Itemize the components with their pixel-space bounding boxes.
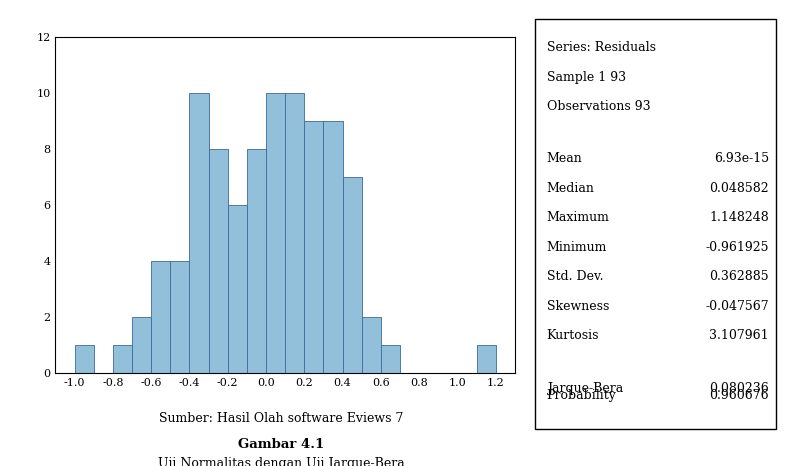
Text: Maximum: Maximum <box>546 212 610 224</box>
Bar <box>228 205 247 373</box>
Text: 0.960676: 0.960676 <box>710 389 769 402</box>
Bar <box>132 317 151 373</box>
Text: Kurtosis: Kurtosis <box>546 329 600 343</box>
Bar <box>381 345 400 373</box>
Bar <box>247 149 266 373</box>
Text: Mean: Mean <box>546 152 582 165</box>
Bar <box>189 93 208 373</box>
Bar <box>304 121 323 373</box>
Text: Gambar 4.1: Gambar 4.1 <box>238 438 324 451</box>
Bar <box>74 345 93 373</box>
Text: 0.048582: 0.048582 <box>710 182 769 195</box>
Bar <box>362 317 381 373</box>
Text: Median: Median <box>546 182 595 195</box>
Bar <box>208 149 228 373</box>
Text: Minimum: Minimum <box>546 241 607 254</box>
Text: Observations 93: Observations 93 <box>546 100 650 113</box>
Text: Series: Residuals: Series: Residuals <box>546 41 656 54</box>
Text: 3.107961: 3.107961 <box>710 329 769 343</box>
Text: Uji Normalitas dengan Uji Jarque-Bera: Uji Normalitas dengan Uji Jarque-Bera <box>158 457 405 466</box>
Text: Jarque-Bera: Jarque-Bera <box>546 382 623 395</box>
Bar <box>477 345 496 373</box>
Bar <box>342 177 362 373</box>
Text: 0.080236: 0.080236 <box>709 382 769 395</box>
Text: Sample 1 93: Sample 1 93 <box>546 71 626 84</box>
Text: 0.362885: 0.362885 <box>710 270 769 283</box>
Bar <box>112 345 132 373</box>
Bar <box>285 93 304 373</box>
Text: -0.961925: -0.961925 <box>706 241 769 254</box>
Text: -0.047567: -0.047567 <box>706 300 769 313</box>
Bar <box>266 93 285 373</box>
Text: Std. Dev.: Std. Dev. <box>546 270 604 283</box>
Text: Sumber: Hasil Olah software Eviews 7: Sumber: Hasil Olah software Eviews 7 <box>159 412 403 425</box>
Text: 1.148248: 1.148248 <box>709 212 769 224</box>
Bar <box>170 261 189 373</box>
Text: Probability: Probability <box>546 389 616 402</box>
Bar <box>151 261 170 373</box>
Text: 6.93e-15: 6.93e-15 <box>714 152 769 165</box>
Bar <box>323 121 342 373</box>
FancyBboxPatch shape <box>535 19 776 429</box>
Text: Skewness: Skewness <box>546 300 609 313</box>
